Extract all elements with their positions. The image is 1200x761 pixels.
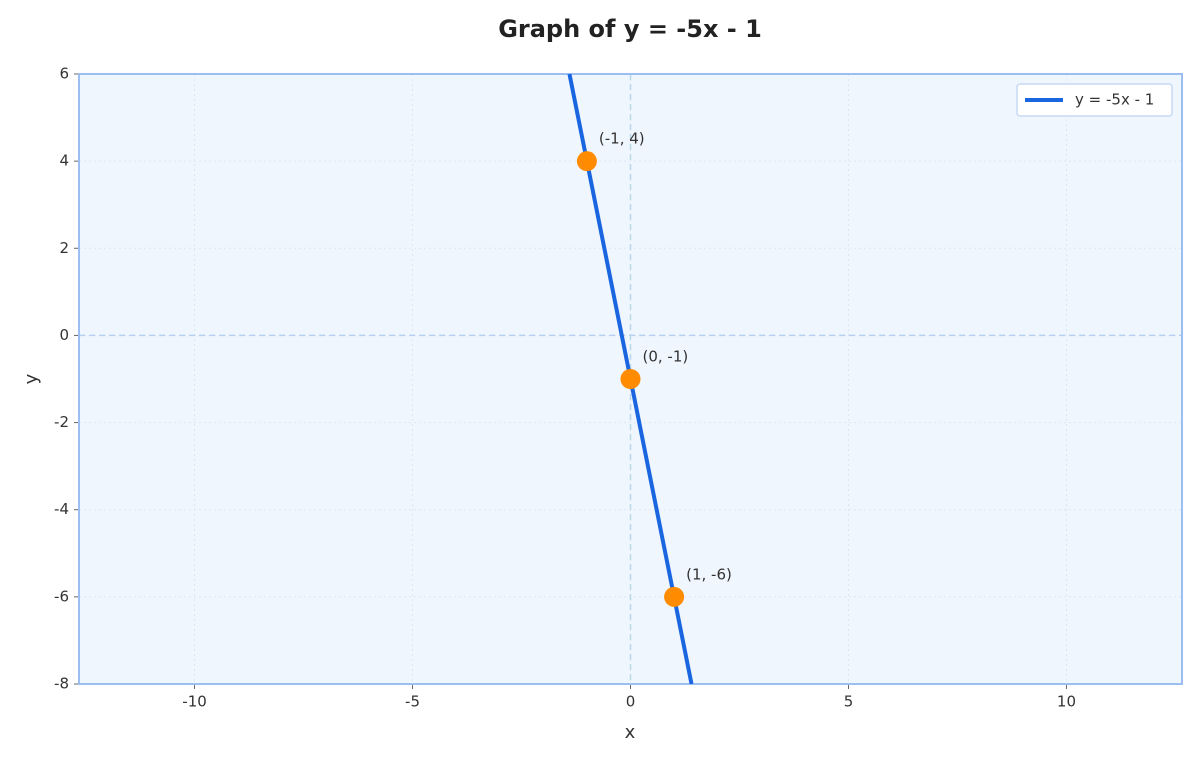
plot-layer: -10 -5 0 5 10 -8 -6 -4 -2 0 2 4 6 (-1, 4) (0, -1) (1, -… <box>54 65 1183 711</box>
x-tick-label: 10 <box>1057 693 1076 711</box>
y-tick-label: 4 <box>59 152 69 170</box>
y-tick-label: 2 <box>59 239 69 257</box>
y-tick-label: -8 <box>54 675 69 693</box>
point-label: (0, -1) <box>643 348 689 366</box>
x-tick-label: -10 <box>182 693 207 711</box>
chart-title: Graph of y = -5x - 1 <box>498 15 762 43</box>
y-tick-label: -4 <box>54 500 69 518</box>
point-label: (-1, 4) <box>599 130 645 148</box>
x-tick-label: 0 <box>626 693 636 711</box>
point <box>620 369 641 389</box>
legend-box <box>1016 83 1173 117</box>
y-tick-label: 0 <box>59 326 69 344</box>
y-axis-label: y <box>21 373 42 384</box>
y-tick-label: 6 <box>59 65 69 83</box>
y-tick-label: -6 <box>54 587 69 605</box>
plot-border <box>78 73 1183 685</box>
x-axis-label: x <box>625 722 636 743</box>
point <box>664 586 685 607</box>
point-label: (1, -6) <box>686 565 732 583</box>
y-tick-label: -2 <box>54 413 69 431</box>
point <box>576 151 597 172</box>
x-tick-label: 5 <box>844 693 854 711</box>
x-tick-label: -5 <box>405 693 420 711</box>
legend-label: y = -5x - 1 <box>1075 91 1154 109</box>
